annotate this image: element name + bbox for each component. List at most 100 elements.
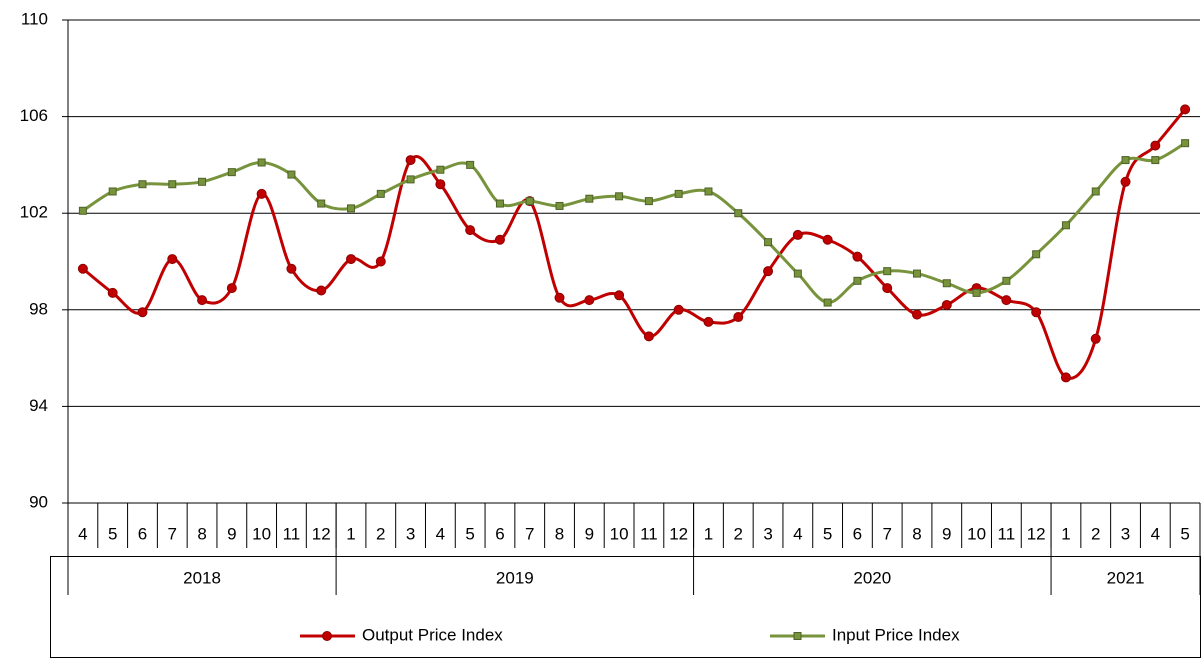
point [376,189,385,198]
point [1151,156,1160,165]
point [197,295,208,306]
x-tick-label: 5 [823,524,832,543]
y-tick-label: 106 [20,106,48,125]
point [1091,187,1100,196]
point [286,263,297,274]
point [256,188,267,199]
point [792,229,803,240]
x-tick-label: 12 [669,524,688,543]
point [734,209,743,218]
x-tick-label: 11 [640,524,658,543]
x-tick-label: 7 [168,524,177,543]
x-tick-label: 12 [312,524,331,543]
x-tick-label: 5 [465,524,474,543]
y-tick-label: 98 [29,299,48,318]
point [585,194,594,203]
point [227,168,236,177]
point [554,292,565,303]
x-tick-label: 4 [1151,524,1160,543]
point [643,331,654,342]
year-label: 2021 [1107,568,1145,587]
year-label: 2019 [496,568,534,587]
legend-label: Output Price Index [362,625,503,644]
x-tick-label: 11 [998,524,1016,543]
point [703,316,714,327]
point [733,312,744,323]
point [674,189,683,198]
x-tick-label: 3 [763,524,772,543]
point [1120,176,1131,187]
point [226,283,237,294]
point [763,266,774,277]
point [912,309,922,320]
x-tick-label: 5 [1180,524,1189,543]
point [525,197,534,206]
point [1032,250,1041,259]
point [494,234,505,245]
x-tick-label: 1 [1061,524,1070,543]
point [853,276,862,285]
point [465,225,476,236]
x-tick-label: 2 [376,524,385,543]
point [316,285,327,296]
series-line [81,108,1187,380]
x-tick-label: 1 [346,524,355,543]
point [555,201,564,210]
point [137,307,148,318]
x-tick-label: 10 [252,524,271,543]
year-label: 2018 [183,568,221,587]
x-tick-label: 7 [882,524,891,543]
point [614,290,625,301]
x-tick-label: 10 [610,524,629,543]
point [436,165,445,174]
x-tick-label: 6 [138,524,147,543]
point [198,177,207,186]
point [287,170,296,179]
point [972,288,981,297]
point [466,160,475,169]
x-tick-label: 8 [555,524,564,543]
point [375,256,386,267]
x-tick-label: 8 [197,524,206,543]
point [1031,307,1042,318]
x-tick-label: 6 [853,524,862,543]
x-tick-label: 10 [967,524,986,543]
point [1090,333,1101,344]
x-tick-label: 12 [1027,524,1046,543]
x-tick-label: 8 [912,524,921,543]
point [1002,276,1011,285]
x-tick-label: 4 [78,524,87,543]
legend-marker [322,631,332,641]
point [1060,372,1071,383]
point [1061,221,1070,230]
x-tick-label: 9 [942,524,951,543]
y-tick-label: 90 [29,492,48,511]
point [495,199,504,208]
point [1180,104,1191,115]
point [764,238,773,247]
point [257,158,266,167]
point [615,192,624,201]
x-tick-label: 3 [1121,524,1130,543]
x-tick-label: 2 [734,524,743,543]
point [406,175,415,184]
point [1150,140,1161,151]
point [673,304,684,315]
x-tick-label: 6 [495,524,504,543]
legend-label: Input Price Index [832,625,960,644]
point [108,187,117,196]
point [1181,139,1190,148]
point [346,254,356,265]
x-tick-label: 7 [525,524,534,543]
x-tick-label: 5 [108,524,117,543]
point [793,269,802,278]
point [168,180,177,189]
legend-box [50,556,1201,658]
point [107,287,118,298]
y-tick-label: 94 [29,396,48,415]
point [347,204,355,213]
series-line [82,141,1186,305]
x-tick-label: 9 [585,524,594,543]
y-tick-label: 102 [20,203,48,222]
